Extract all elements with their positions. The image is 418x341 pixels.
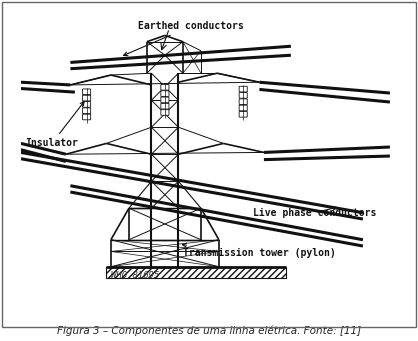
FancyBboxPatch shape <box>82 114 91 120</box>
Bar <box>107 267 286 279</box>
Bar <box>107 267 286 279</box>
Text: WHO 81695: WHO 81695 <box>111 271 159 280</box>
FancyBboxPatch shape <box>239 99 247 104</box>
Text: Live phase conductors: Live phase conductors <box>253 206 377 218</box>
FancyBboxPatch shape <box>82 95 91 101</box>
FancyBboxPatch shape <box>239 112 247 117</box>
FancyBboxPatch shape <box>161 91 169 97</box>
FancyBboxPatch shape <box>161 110 169 115</box>
FancyBboxPatch shape <box>161 103 169 109</box>
FancyBboxPatch shape <box>161 85 169 90</box>
FancyBboxPatch shape <box>82 108 91 114</box>
FancyBboxPatch shape <box>239 92 247 98</box>
Text: Transmission tower (pylon): Transmission tower (pylon) <box>182 243 336 258</box>
FancyBboxPatch shape <box>161 97 169 103</box>
FancyBboxPatch shape <box>239 105 247 111</box>
FancyBboxPatch shape <box>82 102 91 107</box>
Text: Insulator: Insulator <box>25 102 84 148</box>
Text: Figura 3 – Componentes de uma linha elétrica. Fonte: [11]: Figura 3 – Componentes de uma linha elét… <box>57 325 361 336</box>
FancyBboxPatch shape <box>82 89 91 94</box>
Text: Earthed conductors: Earthed conductors <box>124 21 244 56</box>
FancyBboxPatch shape <box>239 86 247 92</box>
